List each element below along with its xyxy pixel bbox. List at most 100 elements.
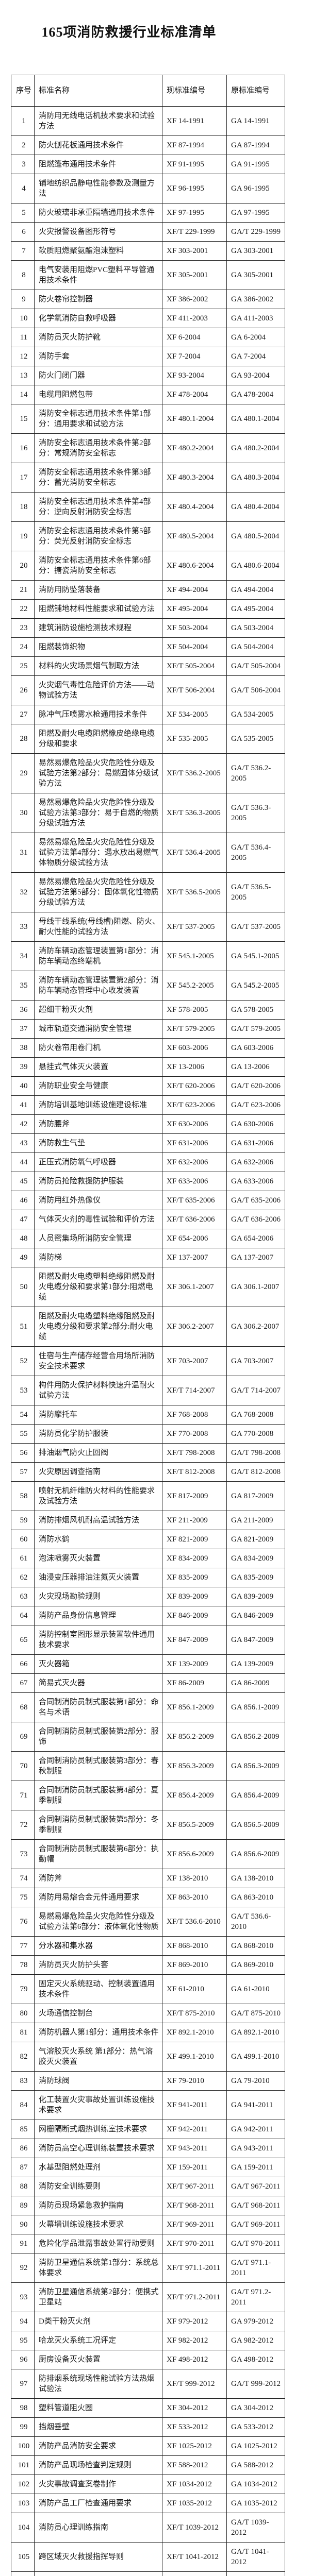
- current-standard-number: XF/T 536.6-2010: [162, 1907, 227, 1937]
- header-index: 序号: [11, 75, 35, 107]
- original-standard-number: GA 304-2012: [226, 2398, 285, 2418]
- table-row: 12 消防手套 XF 7-2004 GA 7-2004: [11, 347, 285, 366]
- original-standard-number: GA 941-2011: [226, 2090, 285, 2120]
- original-standard-number: GA/T 1039-2012: [226, 2513, 285, 2543]
- original-standard-number: GA 768-2008: [226, 1405, 285, 1425]
- table-row: 89 消防员现场紧急救护指南 XF/T 968-2011 GA/T 968-2011: [11, 2196, 285, 2215]
- current-standard-number: XF/T 505-2004: [162, 656, 227, 676]
- current-standard-number: XF 630-2006: [162, 1114, 227, 1134]
- row-index: 102: [11, 2475, 35, 2494]
- standard-name: 易然易爆危险品火灾危险性分级及试验方法第5部分：固体氧化性物质分级试验方法: [34, 872, 162, 912]
- standard-name: 分水器和集水器: [34, 1936, 162, 1956]
- original-standard-number: GA 856.4-2009: [226, 1781, 285, 1810]
- row-index: 65: [11, 1625, 35, 1655]
- standards-table: 序号 标准名称 现标准编号 原标准编号 1 消防用无线电话机技术要求和试验方法 XF…: [11, 75, 285, 2576]
- current-standard-number: XF 87-1994: [162, 135, 227, 155]
- current-standard-number: XF 632-2006: [162, 1153, 227, 1172]
- standard-name: 易然易爆危险品火灾危险性分级及试验方法第4部分：遇水放出易燃气体物质分级试验方法: [34, 833, 162, 873]
- current-standard-number: XF/T 536.5-2005: [162, 872, 227, 912]
- row-index: 85: [11, 2120, 35, 2139]
- row-index: 61: [11, 1549, 35, 1568]
- current-standard-number: XF 499.1-2010: [162, 2042, 227, 2072]
- original-standard-number: GA 603-2006: [226, 1038, 285, 1058]
- original-standard-number: GA 480.2-2004: [226, 433, 285, 463]
- row-index: 5: [11, 203, 35, 223]
- row-index: 3: [11, 155, 35, 174]
- current-standard-number: XF 304-2012: [162, 2398, 227, 2418]
- table-row: 49 消防梯 XF 137-2007 GA 137-2007: [11, 1248, 285, 1267]
- table-row: 81 消防机器人第1部分：通用技术条件 XF 892.1-2010 GA 892.1-…: [11, 2023, 285, 2042]
- current-standard-number: XF/T 1039-2012: [162, 2513, 227, 2543]
- row-index: 79: [11, 1974, 35, 2004]
- current-standard-number: XF 480.2-2004: [162, 433, 227, 463]
- original-standard-number: GA 480.4-2004: [226, 492, 285, 522]
- standard-name: 灭火器箱: [34, 1654, 162, 1674]
- row-index: 91: [11, 2234, 35, 2253]
- current-standard-number: XF/T 875-2010: [162, 2004, 227, 2023]
- original-standard-number: GA/T 506-2004: [226, 675, 285, 705]
- original-standard-number: GA 654-2006: [226, 1229, 285, 1248]
- row-index: 89: [11, 2196, 35, 2215]
- original-standard-number: GA/T 579-2005: [226, 1019, 285, 1039]
- table-row: 74 消防斧 XF 138-2010 GA 138-2010: [11, 1869, 285, 1888]
- row-index: 51: [11, 1307, 35, 1347]
- original-standard-number: GA 817-2009: [226, 1481, 285, 1511]
- standard-name: 消防安全标志通用技术条件第4部分：逆向反射消防安全标志: [34, 492, 162, 522]
- standard-name: 消防员抢险救援防护服装: [34, 1172, 162, 1191]
- table-row: 86 消防员高空心理训练装置技术要求 XF 943-2011 GA 943-2011: [11, 2139, 285, 2158]
- table-row: 8 电气安装用阻燃PVC塑料平导管通用技术条件 XF 305-2001 GA 305-…: [11, 260, 285, 290]
- row-index: 42: [11, 1114, 35, 1134]
- table-row: 18 消防安全标志通用技术条件第4部分：逆向反射消防安全标志 XF 480.4-20…: [11, 492, 285, 522]
- current-standard-number: XF 892.1-2010: [162, 2023, 227, 2042]
- table-row: 34 消防车辆动态管理装置第1部分：消防车辆动态终端机 XF 545.1-2005 G…: [11, 941, 285, 971]
- standard-name: 化学氧消防自救呼吸器: [34, 309, 162, 328]
- current-standard-number: XF 768-2008: [162, 1405, 227, 1425]
- original-standard-number: GA/T 537-2005: [226, 912, 285, 942]
- table-row: 1 消防用无线电话机技术要求和试验方法 XF 14-1991 GA 14-1991: [11, 106, 285, 136]
- standard-name: 防火卷帘控制器: [34, 290, 162, 309]
- standard-name: 水基型阻燃处理剂: [34, 2158, 162, 2177]
- table-row: 11 消防员灭火防护靴 XF 6-2004 GA 6-2004: [11, 328, 285, 347]
- standard-name: 人员密集场所消防安全管理: [34, 1229, 162, 1248]
- current-standard-number: XF 13-2006: [162, 1057, 227, 1077]
- original-standard-number: GA 770-2008: [226, 1424, 285, 1444]
- current-standard-number: XF 588-2012: [162, 2455, 227, 2475]
- standard-name: 消防安全标志通用技术条件第5部分：荧光反射消防安全标志: [34, 521, 162, 551]
- original-standard-number: GA 93-2004: [226, 366, 285, 385]
- table-row: 65 消防控制室图形显示装置软件通用技术要求 XF 847-2009 GA 847-2…: [11, 1625, 285, 1655]
- header-row: 序号 标准名称 现标准编号 原标准编号: [11, 75, 285, 107]
- row-index: 88: [11, 2177, 35, 2196]
- table-row: 70 合同制消防员制式服装第3部分：春秋制服 XF 856.3-2009 GA 856…: [11, 1751, 285, 1781]
- table-row: 20 消防安全标志通用技术条件第6部分：搪瓷消防安全标志 XF 480.6-2004…: [11, 551, 285, 581]
- standard-name: 消防职业安全与健康: [34, 1076, 162, 1096]
- standard-name: 火灾烟气毒性危险评价方法——动物试验方法: [34, 675, 162, 705]
- standard-name: 构件用防火保护材料快速升温耐火试验方法: [34, 1376, 162, 1405]
- current-standard-number: XF/T 537-2005: [162, 912, 227, 942]
- standard-name: 防火卷帘用卷门机: [34, 1038, 162, 1058]
- standard-name: D类干粉灭火剂: [34, 2312, 162, 2331]
- current-standard-number: XF/T 970-2011: [162, 2234, 227, 2253]
- table-row: 51 阻燃及耐火电缆塑料绝缘阻燃及耐火电缆分级和要求第2部分:耐火电缆 XF 306…: [11, 1307, 285, 1347]
- original-standard-number: GA 79-2010: [226, 2071, 285, 2091]
- table-row: 90 火幕墙训练设施技术要求 XF/T 969-2011 GA/T 969-2011: [11, 2215, 285, 2234]
- original-standard-number: GA 494-2004: [226, 580, 285, 600]
- table-row: 72 合同制消防员制式服装第5部分：冬季制服 XF 856.5-2009 GA 856…: [11, 1810, 285, 1840]
- table-row: 15 消防安全标志通用技术条件第1部分：通用要求和试验方法 XF 480.1-200…: [11, 404, 285, 434]
- standard-name: 气体灭火剂的毒性试验和评价方法: [34, 1210, 162, 1229]
- row-index: 52: [11, 1346, 35, 1376]
- table-row: 56 排油烟气防火止回阀 XF/T 798-2008 GA/T 798-2008: [11, 1443, 285, 1463]
- standard-name: 跨区域灭火救援指挥导则: [34, 2542, 162, 2572]
- original-standard-number: GA 856.6-2009: [226, 1839, 285, 1869]
- row-index: 84: [11, 2090, 35, 2120]
- row-index: 32: [11, 872, 35, 912]
- original-standard-number: GA 834-2009: [226, 1549, 285, 1568]
- standard-name: 油浸变压器排油注氮灭火装置: [34, 1568, 162, 1587]
- row-index: 30: [11, 793, 35, 833]
- table-row: 42 消防腰斧 XF 630-2006 GA 630-2006: [11, 1114, 285, 1134]
- row-index: 43: [11, 1133, 35, 1153]
- standard-name: 消防员现场紧急救护指南: [34, 2196, 162, 2215]
- table-row: 63 火灾现场勘验规则 XF 839-2009 GA 839-2009: [11, 1587, 285, 1606]
- current-standard-number: XF 941-2011: [162, 2090, 227, 2120]
- table-row: 46 消防用红外热像仪 XF/T 635-2006 GA/T 635-2006: [11, 1191, 285, 1210]
- table-row: 5 防火玻璃非承重隔墙通用技术条件 XF 97-1995 GA 97-1995: [11, 203, 285, 223]
